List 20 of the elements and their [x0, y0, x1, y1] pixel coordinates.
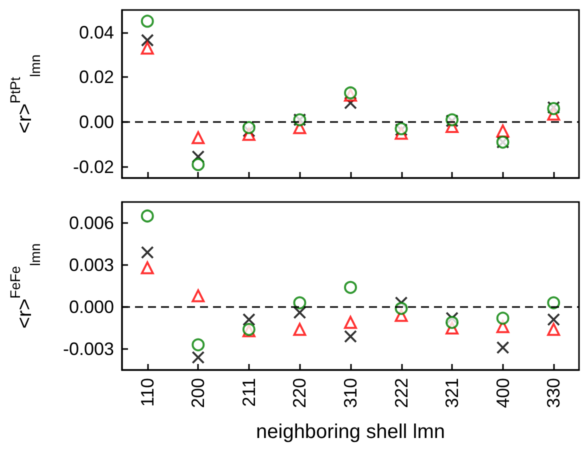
y-tick-label: 0.003	[68, 255, 114, 275]
x-axis-title: neighboring shell lmn	[256, 421, 446, 443]
y-tick-label: -0.02	[72, 156, 114, 177]
y-axis-title: <r>FeFelmn	[7, 243, 43, 329]
x-tick-label: 310	[340, 378, 360, 408]
x-tick-label: 321	[442, 378, 462, 408]
x-tick-label: 110	[137, 378, 158, 407]
y-tick-label: 0.00	[78, 112, 114, 132]
x-tick-label: 211	[238, 378, 259, 407]
y-tick-label: -0.003	[62, 339, 114, 359]
x-tick-label: 330	[544, 378, 564, 408]
x-tick-label: 220	[290, 378, 310, 408]
x-tick-label: 200	[188, 378, 208, 408]
x-tick-label: 222	[391, 378, 412, 408]
y-tick-label: 0.02	[78, 67, 114, 88]
y-tick-label: 0.006	[68, 213, 114, 233]
y-tick-label: 0.000	[68, 297, 114, 317]
y-tick-label: 0.04	[78, 22, 114, 42]
y-axis-title: <r>PtPtlmn	[7, 54, 43, 134]
x-tick-label: 400	[492, 378, 513, 408]
